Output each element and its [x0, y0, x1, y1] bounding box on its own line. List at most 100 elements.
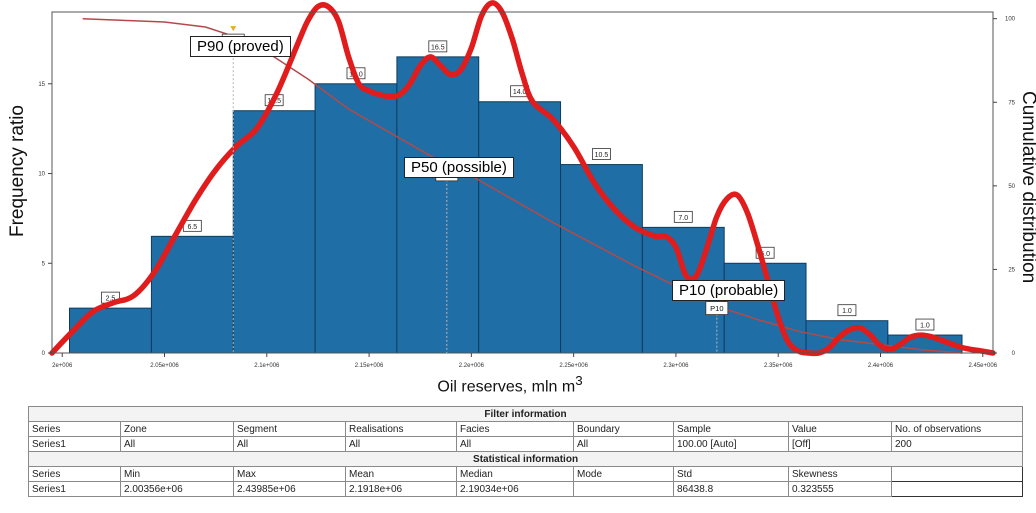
x-tick-label: 2.3e+006: [663, 363, 689, 369]
x-tick-label: 2.35e+006: [764, 363, 793, 369]
bars-layer: 2.56.513.515.016.514.010.57.05.01.01.0: [69, 40, 963, 354]
table-cell: All: [345, 436, 457, 452]
bar-value-label-box: [755, 246, 775, 259]
table-header-cell: Min: [120, 466, 234, 482]
y2-axis-label: Cumulative distribution: [1018, 91, 1036, 284]
bar-value-label: 1.0: [920, 323, 930, 330]
table-header-cell: Realisations: [345, 421, 457, 437]
percentile-marker-box: [705, 301, 729, 315]
table-cell: 86438.8: [673, 481, 789, 497]
x-tick-label: 2e+006: [52, 363, 73, 369]
table-header-cell: Max: [233, 466, 346, 482]
axes-layer: 0 5 10 15 0 25 50 75 100 2e+006 2.05e+006 2.1e+006 2…: [38, 11, 1016, 369]
table-cell: [573, 481, 674, 497]
filter-title-row: Filter information: [27, 406, 1024, 422]
x-tick-label: 2.2e+006: [459, 363, 485, 369]
bar-value-label: 14.0: [513, 89, 527, 96]
table-cell: 200: [890, 436, 1024, 452]
table-cell: All: [573, 436, 674, 452]
y-tick-label: 10: [38, 172, 45, 178]
bar-value-label-box: [915, 318, 935, 331]
bar-value-label: 16.5: [431, 44, 445, 51]
bar-value-label: 7.0: [678, 215, 688, 222]
statistics-table: Filter information Series Zone Segment R…: [27, 406, 1024, 497]
table-header-cell: Series: [28, 421, 121, 437]
table-cell: 100.00 [Auto]: [673, 436, 789, 452]
cumulative-layer: [82, 17, 963, 354]
table-header-cell: Skewness: [788, 466, 892, 482]
table-header-cell: Mode: [573, 466, 674, 482]
percentile-arrow-icon: [230, 26, 237, 32]
bar-value-label-box: [837, 304, 857, 317]
bar-value-label-box: [428, 40, 448, 53]
histogram-bar: [69, 307, 152, 354]
y-tick-label: 5: [42, 261, 46, 267]
table-header-cell: No. of observations: [890, 421, 1024, 437]
table-header-cell: Segment: [233, 421, 346, 437]
table-cell: Series1: [28, 481, 121, 497]
table-header-cell: Zone: [120, 421, 234, 437]
table-blank-cell: [890, 466, 1024, 482]
x-tick-label: 2.45e+006: [969, 363, 998, 369]
histogram-bar: [478, 101, 562, 354]
table-header-cell: Value: [788, 421, 892, 437]
x-tick-label: 2.1e+006: [254, 363, 280, 369]
table-cell: All: [233, 436, 346, 452]
stats-header-row: Series Min Max Mean Median Mode Std Skew…: [28, 466, 1024, 482]
filter-section-title: Filter information: [27, 406, 1024, 422]
table-header-cell: Sample: [673, 421, 789, 437]
histogram-bar: [396, 56, 480, 354]
table-header-cell: Median: [456, 466, 574, 482]
table-header-cell: Std: [673, 466, 789, 482]
bar-value-label-box: [673, 210, 693, 223]
filter-header-row: Series Zone Segment Realisations Facies …: [28, 421, 1024, 437]
histogram-bar: [232, 110, 316, 354]
y-tick-label: 15: [38, 82, 45, 88]
stats-data-row: Series1 2.00356e+06 2.43985e+06 2.1918e+…: [28, 481, 1024, 497]
annotation-p90: P90 (proved): [190, 36, 291, 57]
filter-data-row: Series1 All All All All All 100.00 [Auto…: [28, 436, 1024, 452]
y2-tick-label: 0: [1012, 351, 1016, 357]
table-cell: 2.19034e+06: [456, 481, 574, 497]
y2-tick-label: 100: [1005, 17, 1016, 23]
x-tick-label: 2.05e+006: [150, 363, 179, 369]
table-cell: 2.1918e+06: [345, 481, 457, 497]
x-axis-label-text: Oil reserves, mln m: [437, 378, 576, 396]
annotation-p50: P50 (possible): [404, 157, 514, 178]
table-blank-cell: [890, 481, 1024, 497]
table-header-cell: Boundary: [573, 421, 674, 437]
table-cell: 2.43985e+06: [233, 481, 346, 497]
histogram-chart: 2.56.513.515.016.514.010.57.05.01.01.0 0…: [38, 0, 1016, 369]
density-curve: [49, 0, 996, 357]
y-axis-label: Frequency ratio: [7, 105, 28, 238]
bar-value-label: 2.5: [106, 296, 116, 303]
bar-value-label: 6.5: [187, 224, 197, 231]
cumulative-distribution-line: [82, 17, 963, 354]
bar-value-label-box: [592, 148, 611, 160]
x-axis-label-superscript: 3: [575, 373, 583, 388]
x-tick-label: 2.4e+006: [868, 363, 894, 369]
table-cell: Series1: [28, 436, 121, 452]
table-cell: 2.00356e+06: [120, 481, 234, 497]
table-cell: All: [456, 436, 574, 452]
table-header-cell: Series: [28, 466, 121, 482]
plot-frame: [51, 11, 994, 354]
bar-value-label: 1.0: [842, 308, 852, 315]
y2-tick-label: 50: [1008, 184, 1015, 190]
y2-tick-label: 75: [1008, 100, 1015, 106]
kde-layer: [49, 0, 996, 357]
histogram-bar: [314, 83, 398, 354]
stats-title-row: Statistical information: [27, 451, 1024, 467]
bar-value-label: 5.0: [760, 251, 770, 258]
table-cell: All: [120, 436, 234, 452]
percentile-marker-label: P10: [710, 304, 723, 313]
table-header-cell: Mean: [345, 466, 457, 482]
table-cell: 0.323555: [788, 481, 892, 497]
stats-section-title: Statistical information: [27, 451, 1024, 467]
y-tick-label: 0: [42, 351, 46, 357]
x-tick-label: 2.25e+006: [559, 363, 588, 369]
x-axis-label: Oil reserves, mln m3: [360, 373, 660, 396]
table-header-cell: Facies: [456, 421, 574, 437]
bar-value-label: 10.5: [595, 152, 609, 159]
y2-tick-label: 25: [1008, 267, 1015, 273]
